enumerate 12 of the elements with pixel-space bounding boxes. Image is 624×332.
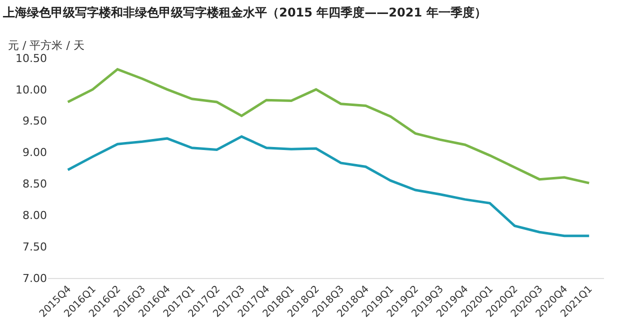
y-tick-label: 9.50 — [22, 114, 47, 128]
chart-title: 上海绿色甲级写字楼和非绿色甲级写字楼租金水平（2015 年四季度——2021 年一季度） — [2, 6, 486, 20]
y-tick-label: 9.00 — [22, 146, 47, 160]
y-tick-label: 7.00 — [22, 272, 47, 285]
y-tick-label: 8.50 — [22, 178, 47, 191]
y-tick-label: 7.50 — [22, 240, 47, 254]
y-tick-label: 10.00 — [16, 83, 47, 96]
y-axis-title: 元 / 平方米 / 天 — [8, 39, 84, 52]
line-series — [66, 68, 590, 184]
line-series — [66, 135, 590, 238]
y-tick-label: 8.00 — [22, 208, 47, 222]
y-tick-label: 10.50 — [16, 52, 47, 65]
